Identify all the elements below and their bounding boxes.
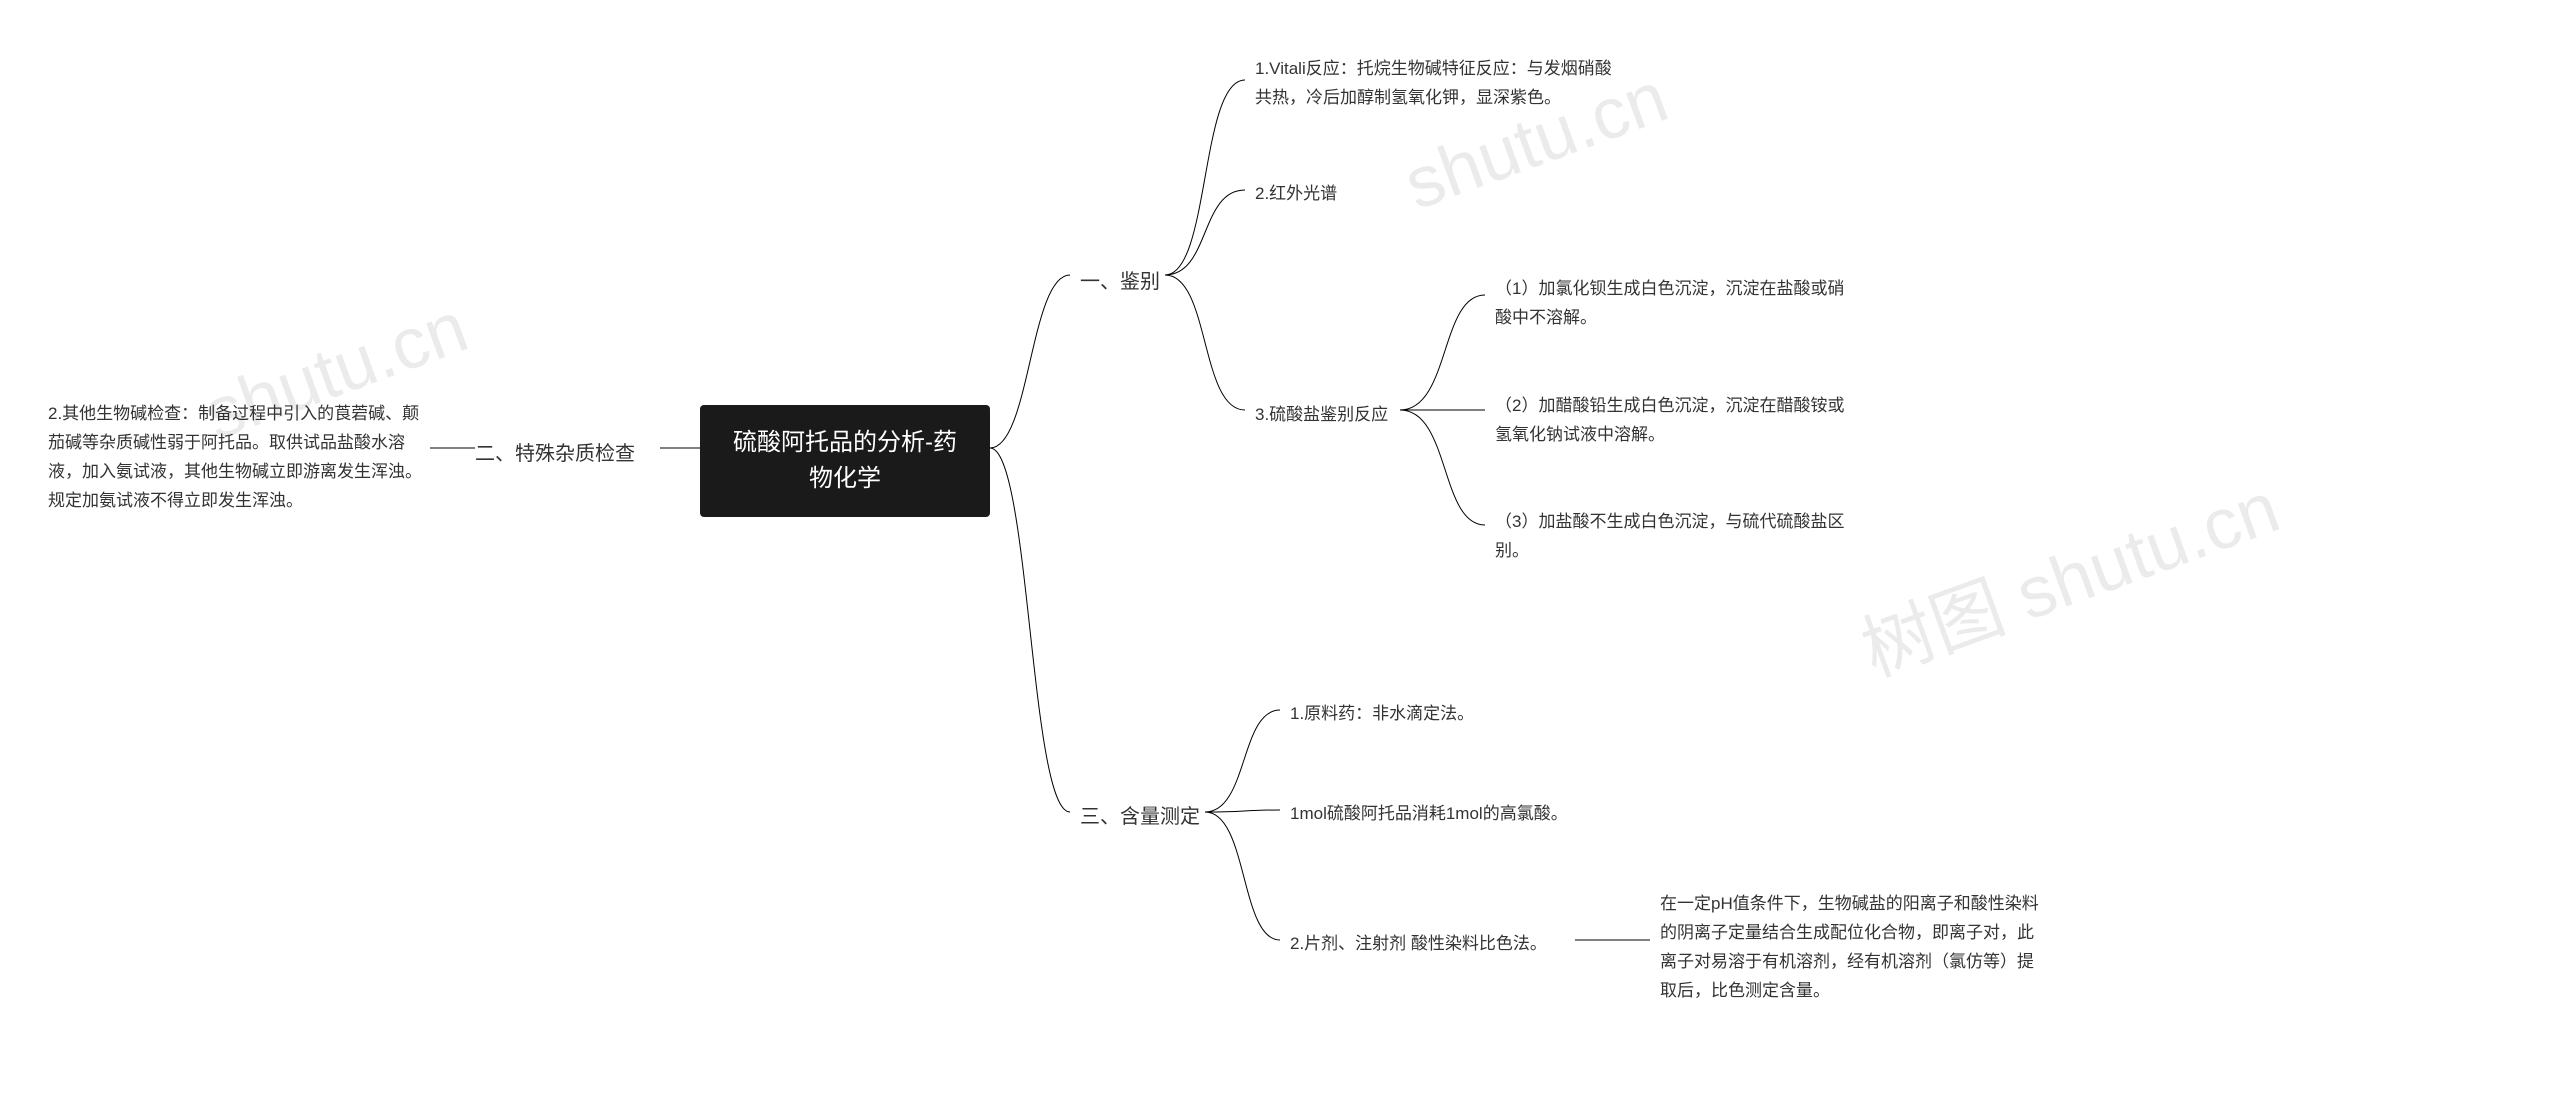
section1-item3-sub2: （2）加醋酸铅生成白色沉淀，沉淀在醋酸铵或氢氧化钠试液中溶解。 [1495, 392, 1855, 450]
section1-item3-sub3: （3）加盐酸不生成白色沉淀，与硫代硫酸盐区别。 [1495, 508, 1855, 566]
branch-section1: 一、鉴别 [1080, 265, 1160, 294]
section1-item3-label: 3.硫酸盐鉴别反应 [1255, 400, 1388, 425]
branch-section2: 二、特殊杂质检查 [475, 437, 635, 466]
branch-section3: 三、含量测定 [1080, 800, 1200, 829]
section2-item1: 2.其他生物碱检查：制备过程中引入的莨菪碱、颠茄碱等杂质碱性弱于阿托品。取供试品… [48, 400, 428, 516]
section1-item2: 2.红外光谱 [1255, 180, 1337, 209]
section3-item3-details: 在一定pH值条件下，生物碱盐的阳离子和酸性染料的阴离子定量结合生成配位化合物，即… [1660, 890, 2040, 1006]
section3-item1: 1.原料药：非水滴定法。 [1290, 700, 1474, 729]
mindmap-connectors [0, 0, 2560, 1101]
watermark: 树图 shutu.cn [1845, 449, 2291, 697]
root-label: 硫酸阿托品的分析-药物化学 [733, 429, 957, 492]
section3-item2: 1mol硫酸阿托品消耗1mol的高氯酸。 [1290, 800, 1568, 829]
section1-item3-sub1: （1）加氯化钡生成白色沉淀，沉淀在盐酸或硝酸中不溶解。 [1495, 275, 1855, 333]
section1-item1: 1.Vitali反应：托烷生物碱特征反应：与发烟硝酸共热，冷后加醇制氢氧化钾，显… [1255, 55, 1615, 113]
mindmap-root: 硫酸阿托品的分析-药物化学 [700, 405, 990, 517]
section3-item3-label: 2.片剂、注射剂 酸性染料比色法。 [1290, 930, 1547, 959]
